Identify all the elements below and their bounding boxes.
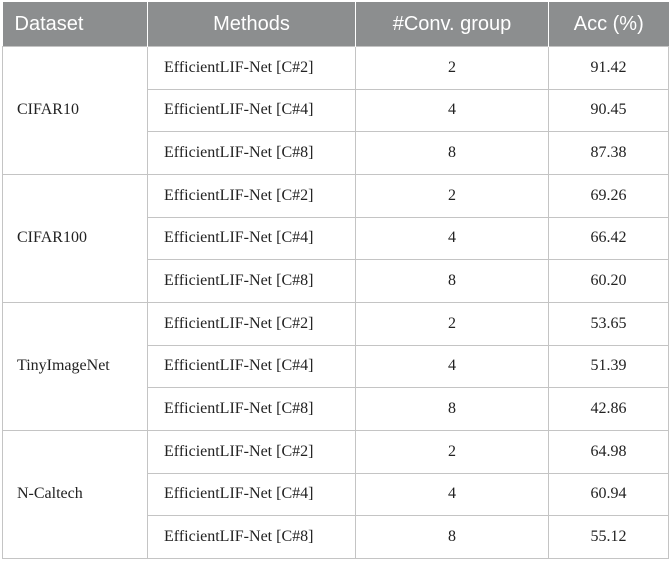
header-conv-group: #Conv. group	[355, 2, 549, 47]
conv-group-cell: 8	[355, 131, 549, 175]
conv-group-cell: 8	[355, 387, 549, 431]
method-cell: EfficientLIF-Net [C#4]	[147, 344, 356, 389]
conv-group-cell: 2	[355, 301, 549, 346]
method-cell: EfficientLIF-Net [C#2]	[147, 46, 356, 90]
table-row: CIFAR10 EfficientLIF-Net [C#2] 2 91.42	[2, 46, 669, 175]
header-acc: Acc (%)	[548, 2, 669, 47]
conv-group-cell: 4	[355, 88, 549, 133]
header-methods: Methods	[147, 2, 356, 47]
method-cell: EfficientLIF-Net [C#8]	[147, 131, 356, 175]
table-row: N-Caltech EfficientLIF-Net [C#2] 2 64.98	[2, 429, 669, 560]
acc-cell: 64.98	[548, 429, 669, 474]
method-cell: EfficientLIF-Net [C#8]	[147, 515, 356, 559]
table-row: TinyImageNet EfficientLIF-Net [C#2] 2 53.65	[2, 301, 669, 431]
acc-cell: 42.86	[548, 387, 669, 431]
acc-cell: 90.45	[548, 88, 669, 133]
dataset-cell: TinyImageNet	[2, 301, 148, 431]
conv-group-cell: 4	[355, 472, 549, 517]
conv-group-cell: 8	[355, 259, 549, 303]
header-row: Dataset Methods #Conv. group Acc (%)	[2, 2, 669, 47]
dataset-cell: CIFAR10	[2, 46, 148, 175]
acc-cell: 60.94	[548, 472, 669, 517]
table-row: EfficientLIF-Net [C#8] 8 60.20	[3, 259, 669, 303]
conv-group-cell: 4	[355, 216, 549, 261]
table-row: EfficientLIF-Net [C#8] 8 87.38	[3, 131, 669, 175]
acc-cell: 87.38	[548, 131, 669, 175]
table-body: CIFAR10 EfficientLIF-Net [C#2] 2 91.42 Effic…	[2, 46, 669, 560]
conv-group-cell: 2	[355, 46, 549, 90]
dataset-cell: CIFAR100	[2, 173, 148, 303]
acc-cell: 55.12	[548, 515, 669, 559]
method-cell: EfficientLIF-Net [C#4]	[147, 88, 356, 133]
acc-cell: 69.26	[548, 173, 669, 218]
method-cell: EfficientLIF-Net [C#2]	[147, 301, 356, 346]
method-cell: EfficientLIF-Net [C#8]	[147, 387, 356, 431]
table-row: EfficientLIF-Net [C#4] 4 51.39	[3, 344, 669, 389]
method-cell: EfficientLIF-Net [C#2]	[147, 429, 356, 474]
header-dataset: Dataset	[2, 2, 148, 47]
acc-cell: 60.20	[548, 259, 669, 303]
method-cell: EfficientLIF-Net [C#2]	[147, 173, 356, 218]
method-cell: EfficientLIF-Net [C#4]	[147, 216, 356, 261]
table-row: CIFAR100 EfficientLIF-Net [C#2] 2 69.26	[2, 173, 669, 303]
method-cell: EfficientLIF-Net [C#4]	[147, 472, 356, 517]
conv-group-cell: 2	[355, 173, 549, 218]
acc-cell: 66.42	[548, 216, 669, 261]
acc-cell: 51.39	[548, 344, 669, 389]
conv-group-cell: 4	[355, 344, 549, 389]
method-cell: EfficientLIF-Net [C#8]	[147, 259, 356, 303]
conv-group-cell: 8	[355, 515, 549, 559]
conv-group-cell: 2	[355, 429, 549, 474]
table-row: EfficientLIF-Net [C#8] 8 55.12	[3, 515, 669, 559]
dataset-cell: N-Caltech	[2, 429, 148, 560]
table-row: EfficientLIF-Net [C#4] 4 90.45	[3, 88, 669, 133]
table-row: EfficientLIF-Net [C#4] 4 60.94	[3, 472, 669, 517]
acc-cell: 53.65	[548, 301, 669, 346]
acc-cell: 91.42	[548, 46, 669, 90]
